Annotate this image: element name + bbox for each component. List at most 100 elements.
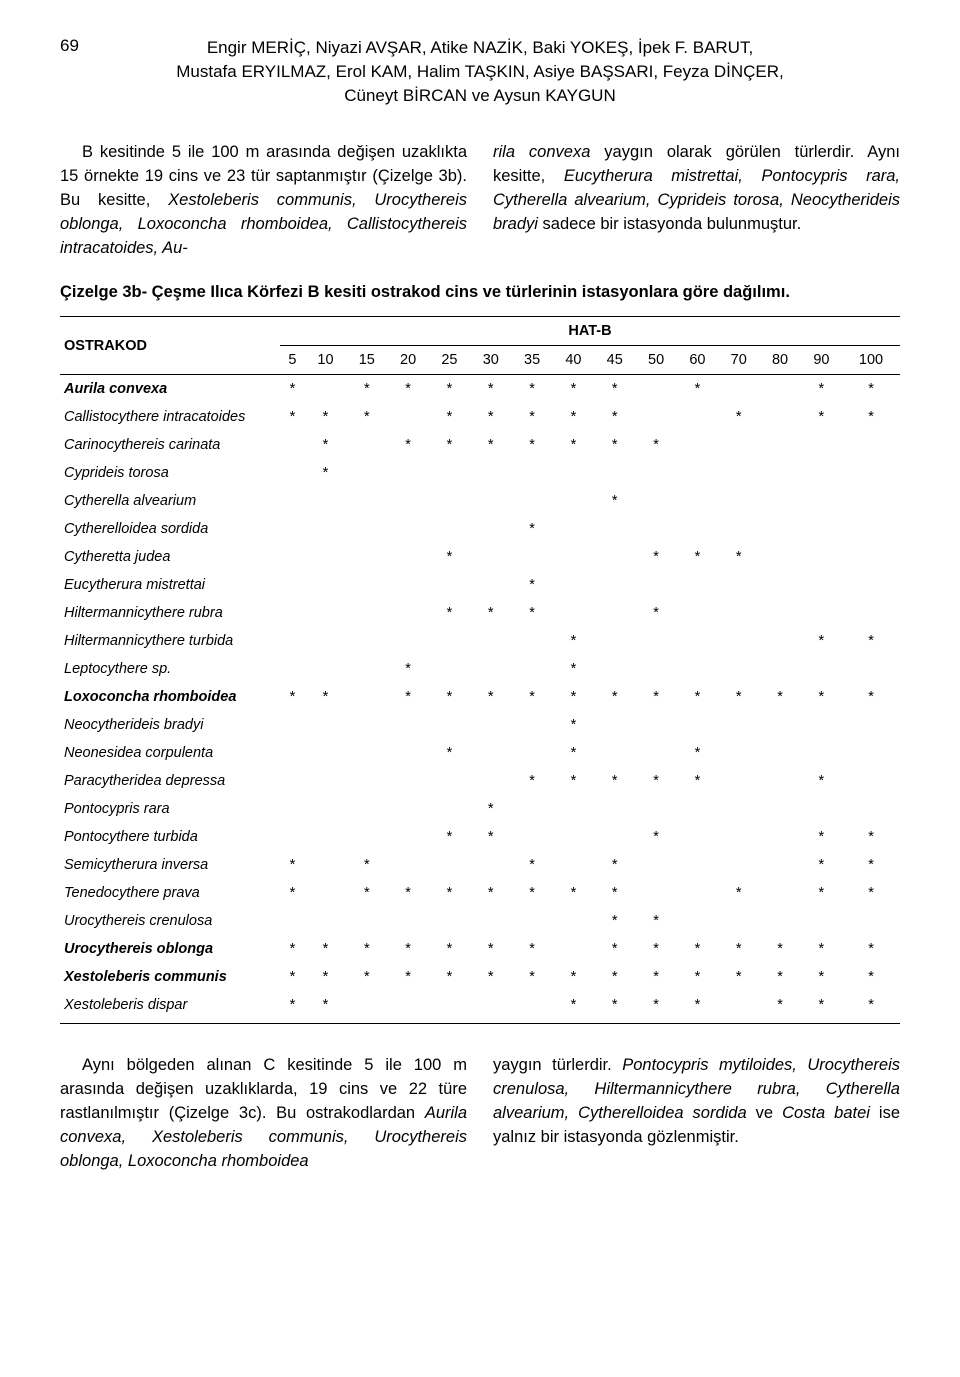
table-cell <box>759 487 800 515</box>
table-cell: * <box>470 683 511 711</box>
lr-mid: ve <box>747 1104 782 1122</box>
table-cell: * <box>553 711 594 739</box>
row-label: Cyprideis torosa <box>60 459 280 487</box>
row-label: Pontocythere turbida <box>60 823 280 851</box>
table-row: Cytherella alvearium* <box>60 487 900 515</box>
table-cell <box>346 599 387 627</box>
table-cell <box>677 795 718 823</box>
table-cell <box>801 515 842 543</box>
table-cell: * <box>759 991 800 1024</box>
table-cell <box>759 767 800 795</box>
table-cell <box>553 851 594 879</box>
row-label: Carinocythereis carinata <box>60 431 280 459</box>
upper-right-col: rila convexa yaygın olarak görülen türle… <box>493 141 900 261</box>
table-cell <box>346 907 387 935</box>
table-cell <box>718 851 759 879</box>
table-cell <box>635 795 676 823</box>
table-cell <box>842 571 900 599</box>
table-cell <box>553 515 594 543</box>
table-cell <box>635 571 676 599</box>
table-cell <box>759 851 800 879</box>
table-cell <box>470 991 511 1024</box>
table-cell <box>280 543 305 571</box>
table-cell <box>801 459 842 487</box>
table-cell <box>305 711 346 739</box>
table-cell: * <box>429 823 470 851</box>
table-cell <box>759 879 800 907</box>
table-cell: * <box>429 879 470 907</box>
table-cell: * <box>553 683 594 711</box>
table-cell: * <box>677 683 718 711</box>
table-cell: * <box>346 935 387 963</box>
table-cell: * <box>511 403 552 431</box>
table-row: Xestoleberis communis*************** <box>60 963 900 991</box>
table-cell: * <box>280 683 305 711</box>
table-cell <box>470 543 511 571</box>
table-cell: * <box>387 431 428 459</box>
table-cell <box>801 599 842 627</box>
table-row: Semicytherura inversa****** <box>60 851 900 879</box>
table-cell: * <box>305 683 346 711</box>
table-cell <box>387 487 428 515</box>
table-cell <box>677 907 718 935</box>
table-cell <box>635 459 676 487</box>
table-cell <box>759 711 800 739</box>
table-cell: * <box>718 963 759 991</box>
table-cell <box>346 711 387 739</box>
table-cell <box>553 459 594 487</box>
row-label: Hiltermannicythere turbida <box>60 627 280 655</box>
header-line3: Cüneyt BİRCAN ve Aysun KAYGUN <box>344 86 615 105</box>
table-cell <box>387 711 428 739</box>
table-cell: * <box>635 599 676 627</box>
table-cell <box>280 459 305 487</box>
table-cell: * <box>470 935 511 963</box>
table-cell: * <box>801 879 842 907</box>
table-cell: * <box>387 655 428 683</box>
table-cell <box>553 571 594 599</box>
table-cell <box>718 655 759 683</box>
row-label: Pontocypris rara <box>60 795 280 823</box>
row-label: Neonesidea corpulenta <box>60 739 280 767</box>
table-cell <box>842 711 900 739</box>
table-cell: * <box>305 403 346 431</box>
row-label: Urocythereis crenulosa <box>60 907 280 935</box>
table-row: Pontocypris rara* <box>60 795 900 823</box>
table-cell <box>387 823 428 851</box>
table-cell <box>346 823 387 851</box>
table-cell <box>718 907 759 935</box>
table-cell <box>594 823 635 851</box>
table-cell <box>511 487 552 515</box>
table-cell: * <box>594 767 635 795</box>
row-label: Cytheretta judea <box>60 543 280 571</box>
table-cell <box>718 487 759 515</box>
table-cell: * <box>842 823 900 851</box>
table-cell <box>594 739 635 767</box>
table-cell: * <box>635 963 676 991</box>
table-cell <box>594 459 635 487</box>
table-cell <box>280 739 305 767</box>
table-cell <box>470 767 511 795</box>
table-cell <box>280 571 305 599</box>
table-cell: * <box>470 823 511 851</box>
table-cell: * <box>842 683 900 711</box>
table-cell <box>759 599 800 627</box>
table-cell <box>280 711 305 739</box>
table-cell: * <box>677 375 718 404</box>
table-cell: * <box>594 935 635 963</box>
table-cell <box>511 459 552 487</box>
table-cell <box>718 991 759 1024</box>
table-cell <box>305 543 346 571</box>
table-cell: * <box>387 879 428 907</box>
table-cell <box>429 907 470 935</box>
table-cell <box>305 655 346 683</box>
table-cell: * <box>718 403 759 431</box>
table-cell <box>718 431 759 459</box>
table-cell: * <box>677 543 718 571</box>
table-cell <box>305 627 346 655</box>
table-cell: * <box>429 599 470 627</box>
table-cell <box>801 543 842 571</box>
table-cell <box>511 739 552 767</box>
table-cell <box>280 795 305 823</box>
row-label: Cytherelloidea sordida <box>60 515 280 543</box>
table-cell <box>553 599 594 627</box>
